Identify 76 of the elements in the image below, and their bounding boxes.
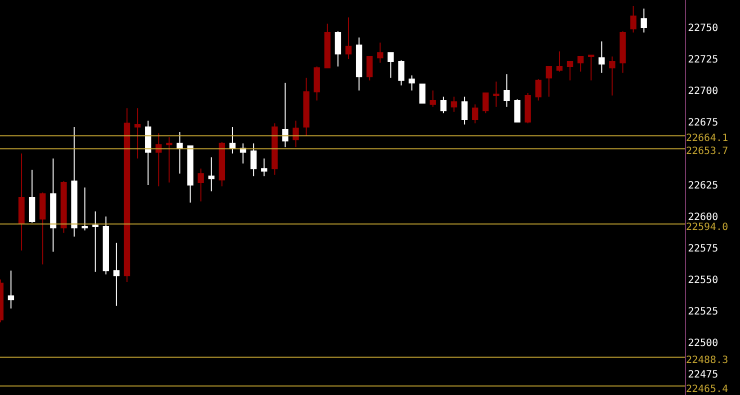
candlestick (504, 74, 510, 108)
candlestick (388, 52, 394, 78)
candlestick (472, 104, 478, 124)
candlestick (609, 56, 616, 96)
candlestick (588, 54, 594, 81)
candlestick (198, 168, 204, 202)
candlestick (250, 142, 257, 177)
y-tick-label: 22550 (688, 274, 718, 286)
candlestick (229, 126, 236, 154)
candlestick (176, 132, 183, 174)
candlestick (430, 90, 436, 108)
candlestick (493, 81, 500, 108)
candlestick (345, 16, 352, 60)
candlestick (8, 270, 14, 309)
candlestick (408, 74, 415, 91)
candlestick (145, 120, 152, 186)
candlestick (60, 180, 67, 234)
candlestick (303, 77, 310, 136)
candlestick (92, 210, 98, 272)
y-tick-label: 22625 (688, 180, 718, 192)
candlestick (356, 37, 362, 91)
ref-line-label: 22488.3 (686, 355, 728, 366)
ref-line-label: 22465.4 (686, 384, 728, 395)
candlestick (82, 186, 88, 231)
y-tick-label: 22700 (688, 86, 718, 97)
y-tick-label: 22675 (688, 117, 718, 128)
candlestick (292, 120, 299, 148)
candlestick (630, 6, 636, 34)
candlestick (156, 132, 162, 187)
candlestick (324, 23, 330, 68)
ref-line-label: 22594.0 (686, 222, 728, 233)
candlestick (134, 108, 141, 159)
y-tick-label: 22575 (688, 243, 718, 254)
candlestick (187, 145, 194, 204)
candlestick (366, 56, 373, 81)
candlestick (71, 126, 78, 238)
candlestick (535, 78, 542, 102)
candlestick (461, 96, 468, 125)
candlestick (272, 122, 278, 176)
candlestick (40, 192, 46, 265)
candlestick (166, 136, 172, 183)
y-tick-label: 22750 (688, 22, 718, 34)
ref-line-label: 22653.7 (686, 146, 728, 157)
candlestick (282, 82, 288, 148)
candlestick (620, 30, 626, 74)
candlestick (640, 8, 647, 34)
y-tick-label: 22600 (688, 212, 718, 223)
y-tick-label: 22475 (688, 369, 718, 380)
y-tick-label: 22725 (688, 54, 718, 66)
candlestick (102, 216, 109, 275)
candlestick (450, 96, 458, 112)
candlestick (556, 50, 563, 72)
ref-line-label: 22664.1 (686, 133, 728, 144)
candlestick (28, 169, 36, 224)
candlestick (566, 60, 574, 81)
candlestick (124, 108, 130, 282)
candlestick (113, 242, 120, 306)
candlestick (598, 40, 605, 74)
candlestick (334, 30, 342, 68)
candlestick (218, 142, 226, 187)
y-tick-label: 22525 (688, 306, 718, 318)
candlestick (377, 42, 384, 64)
candlestick (208, 156, 214, 192)
candlestick (398, 60, 404, 86)
candlestick (18, 152, 25, 251)
candlestick (524, 92, 531, 124)
candlestick (50, 158, 56, 252)
candlestick (482, 92, 489, 114)
candlestick (546, 66, 552, 98)
candlestick (514, 98, 520, 122)
candlestick (577, 56, 584, 72)
candlestick (261, 158, 268, 177)
y-tick-label: 22500 (688, 338, 718, 349)
candlestick (314, 66, 320, 102)
candlestick (440, 96, 447, 114)
candlestick (419, 84, 426, 104)
